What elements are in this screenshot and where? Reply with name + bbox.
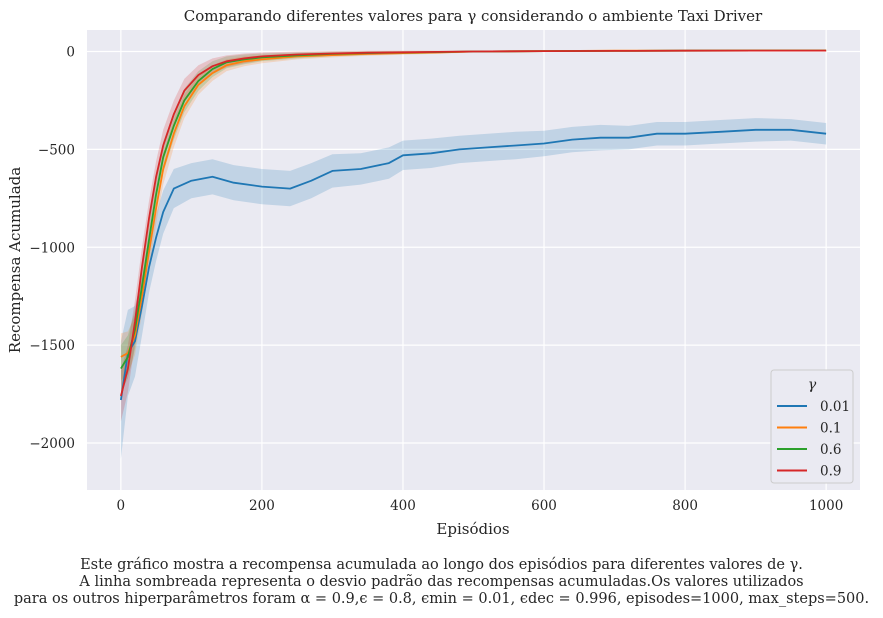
y-tick-label: −1500 bbox=[29, 338, 75, 354]
x-tick-label: 200 bbox=[249, 498, 275, 514]
x-tick-labels: 0 200 400 600 800 1000 bbox=[117, 498, 844, 514]
y-tick-labels: 0 −500 −1000 −1500 −2000 bbox=[29, 45, 75, 452]
grid bbox=[87, 30, 860, 490]
legend-entry: 0.01 bbox=[820, 399, 850, 415]
x-axis-label: Episódios bbox=[436, 520, 509, 538]
y-axis-label: Recompensa Acumulada bbox=[6, 167, 24, 353]
std-band-0-6 bbox=[120, 50, 827, 393]
legend-title: γ bbox=[808, 377, 817, 393]
x-tick-label: 600 bbox=[531, 498, 557, 514]
y-tick-label: 0 bbox=[66, 45, 75, 61]
x-tick-label: 400 bbox=[390, 498, 416, 514]
y-tick-label: −2000 bbox=[29, 436, 75, 452]
series-line-0-9 bbox=[120, 49, 827, 397]
x-tick-label: 1000 bbox=[809, 498, 843, 514]
x-tick-label: 800 bbox=[672, 498, 698, 514]
caption-line-1: Este gráfico mostra a recompensa acumula… bbox=[80, 557, 803, 573]
y-tick-label: −500 bbox=[38, 142, 75, 158]
chart: Comparando diferentes valores para γ con… bbox=[6, 7, 860, 538]
legend-box bbox=[770, 369, 854, 484]
series-line-0-01 bbox=[120, 128, 827, 401]
std-bands bbox=[120, 49, 827, 459]
chart-title: Comparando diferentes valores para γ con… bbox=[184, 7, 763, 25]
std-band-0-01 bbox=[120, 118, 827, 459]
std-band-0-9 bbox=[120, 50, 827, 422]
plot-area bbox=[87, 30, 860, 490]
caption-line-3: para os outros hiperparâmetros foram α =… bbox=[13, 591, 870, 607]
legend-entry: 0.9 bbox=[820, 464, 841, 480]
legend-entry: 0.1 bbox=[820, 421, 841, 437]
x-tick-label: 0 bbox=[117, 498, 126, 514]
legend-entry: 0.6 bbox=[820, 442, 841, 458]
caption-line-2: A linha sombreada representa o desvio pa… bbox=[79, 574, 804, 590]
series-lines bbox=[120, 49, 827, 401]
legend: γ 0.01 0.1 0.6 0.9 bbox=[770, 369, 854, 484]
y-tick-label: −1000 bbox=[29, 240, 75, 256]
